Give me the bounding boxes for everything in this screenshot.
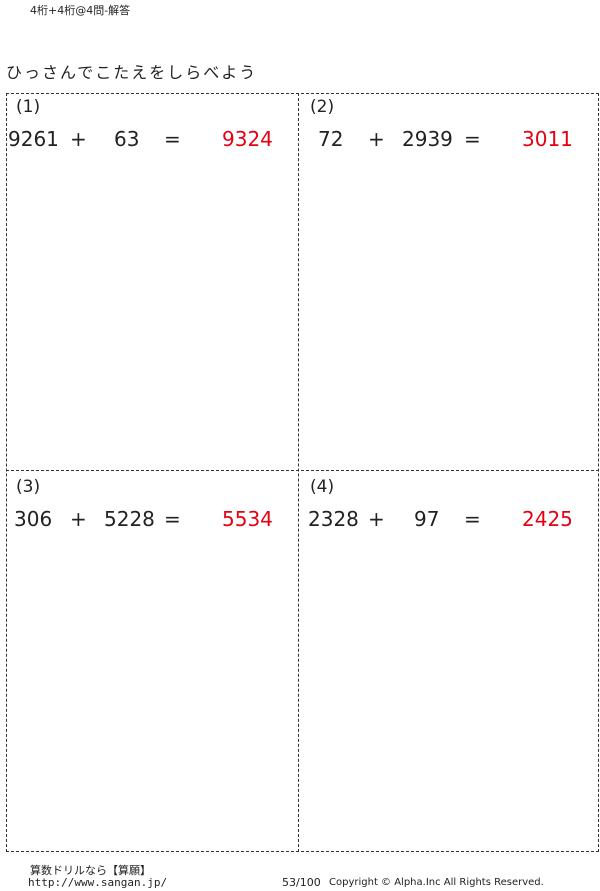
operator: + <box>70 127 87 151</box>
grid-divider-horizontal <box>6 470 599 471</box>
operand-a: 9261 <box>8 127 59 151</box>
equals: = <box>164 507 181 531</box>
equals: = <box>464 507 481 531</box>
footer-url[interactable]: http://www.sangan.jp/ <box>28 876 168 889</box>
operand-b: 63 <box>114 127 140 151</box>
operator: + <box>70 507 87 531</box>
worksheet-title: 4桁+4桁@4問-解答 <box>30 4 131 17</box>
grid-divider-vertical <box>298 93 299 852</box>
answer: 9324 <box>222 127 273 151</box>
problem-number: (3) <box>16 477 41 497</box>
answer: 3011 <box>522 127 573 151</box>
answer: 5534 <box>222 507 273 531</box>
problem-2: (2) 72 + 2939 = 3011 <box>300 93 593 472</box>
footer-brand: 算数ドリルなら【算願】 <box>30 864 151 877</box>
problem-1: (1) 9261 + 63 = 9324 <box>6 93 299 472</box>
problem-number: (1) <box>16 97 41 117</box>
page-number: 53/100 <box>282 876 321 889</box>
copyright: Copyright © Alpha.Inc All Rights Reserve… <box>329 877 544 888</box>
equals: = <box>464 127 481 151</box>
operand-b: 2939 <box>402 127 453 151</box>
problem-3: (3) 306 + 5228 = 5534 <box>6 473 299 852</box>
operand-b: 97 <box>414 507 440 531</box>
problem-number: (2) <box>310 97 335 117</box>
operator: + <box>368 127 385 151</box>
operand-a: 72 <box>318 127 344 151</box>
operand-a: 2328 <box>308 507 359 531</box>
equals: = <box>164 127 181 151</box>
problem-4: (4) 2328 + 97 = 2425 <box>300 473 593 852</box>
problem-number: (4) <box>310 477 335 497</box>
operand-a: 306 <box>14 507 53 531</box>
operator: + <box>368 507 385 531</box>
operand-b: 5228 <box>104 507 155 531</box>
instruction: ひっさんでこたえをしらべよう <box>6 63 258 82</box>
answer: 2425 <box>522 507 573 531</box>
problem-grid <box>6 93 599 852</box>
